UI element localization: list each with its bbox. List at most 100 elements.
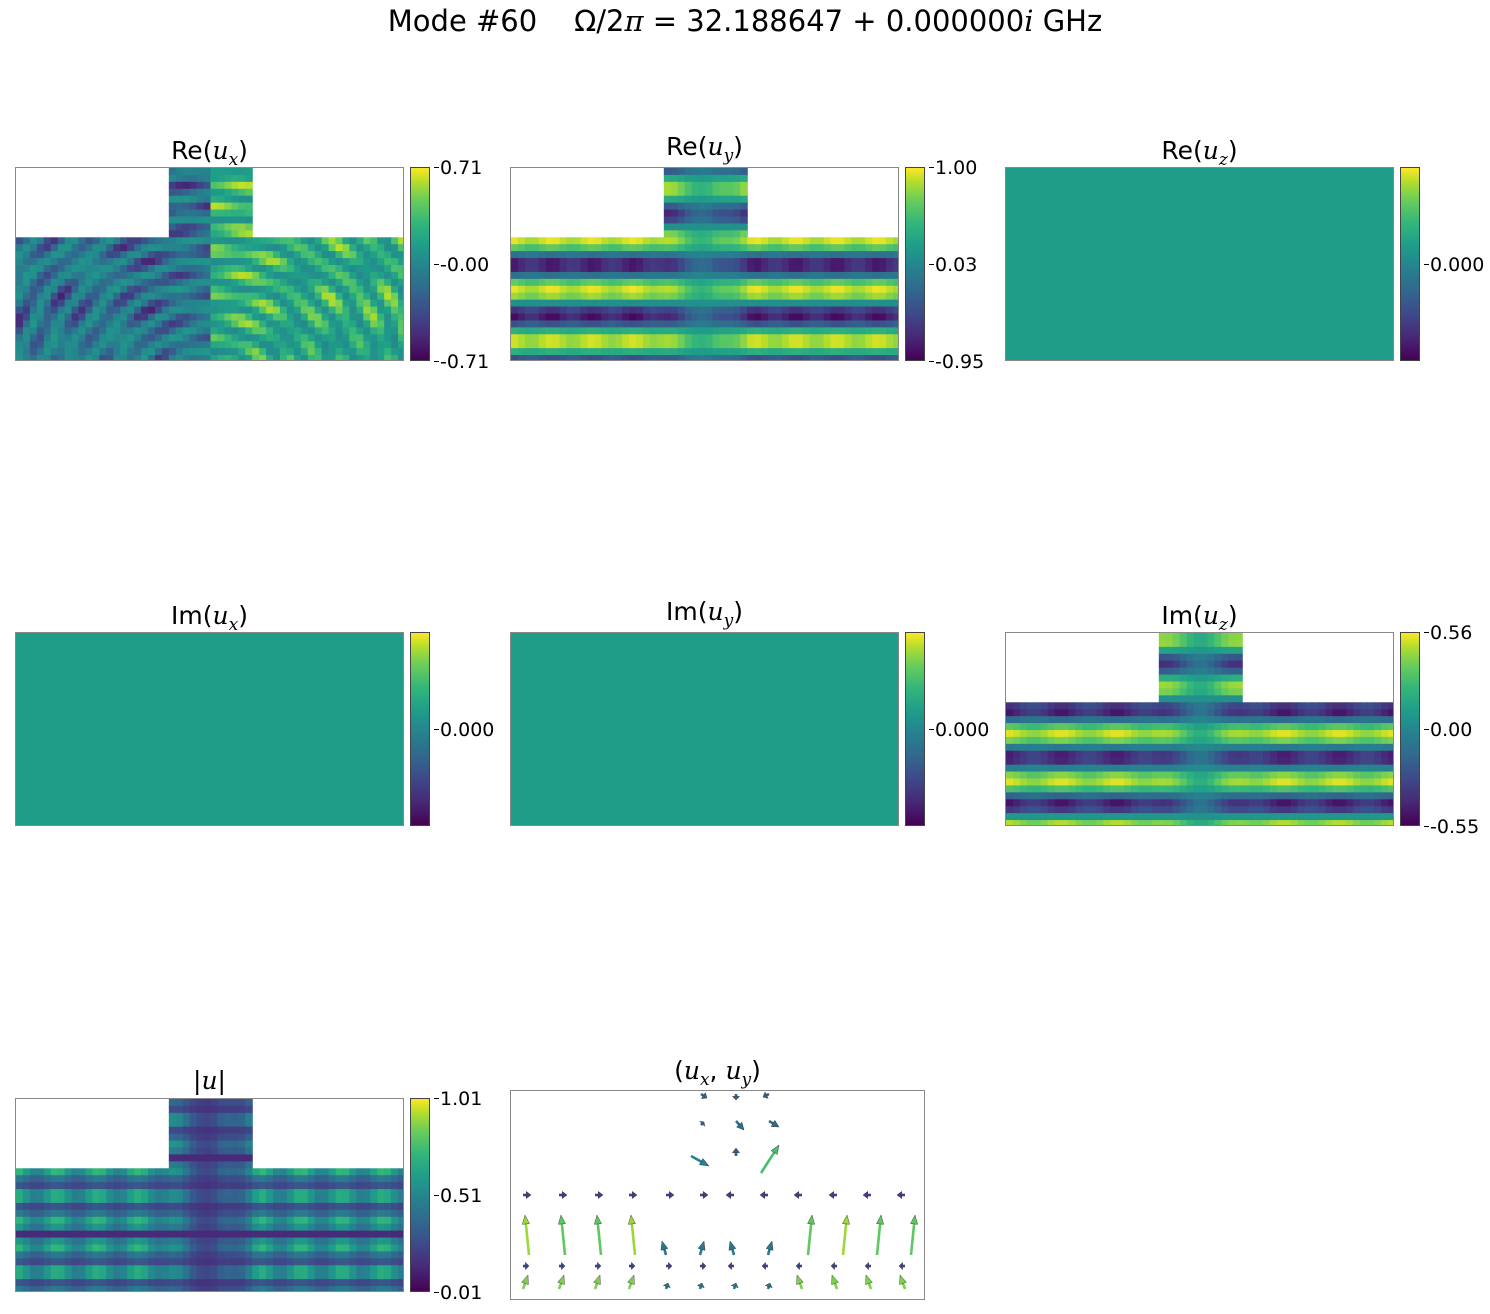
heatmap-cell <box>642 341 651 349</box>
heatmap-cell <box>120 723 128 731</box>
heatmap-cell <box>238 258 246 266</box>
heatmap-cell <box>663 265 672 273</box>
heatmap-cell <box>1360 181 1368 190</box>
heatmap-cell <box>1075 265 1084 273</box>
heatmap-cell <box>147 327 156 335</box>
heatmap-cell <box>712 251 720 259</box>
heatmap-cell <box>363 667 371 676</box>
heatmap-cell <box>1228 306 1236 315</box>
heatmap-cell <box>273 702 281 710</box>
heatmap-cell <box>768 265 776 273</box>
heatmap-cell <box>1235 188 1243 197</box>
heatmap-cell <box>279 278 288 287</box>
heatmap-cell <box>1158 188 1167 197</box>
heatmap-cell <box>1186 348 1195 356</box>
heatmap-cell <box>342 764 351 773</box>
heatmap-cell <box>127 646 135 655</box>
heatmap-cell <box>1332 334 1341 342</box>
heatmap-cell <box>266 244 274 252</box>
heatmap-cell <box>134 660 142 669</box>
heatmap-cell <box>1256 278 1264 287</box>
heatmap-cell <box>210 667 219 676</box>
heatmap-cell <box>293 258 302 266</box>
heatmap-cell <box>566 271 575 280</box>
heatmap-cell <box>273 674 281 683</box>
heatmap-cell <box>127 334 135 342</box>
heatmap-cell <box>788 278 797 287</box>
heatmap-cell <box>217 195 225 204</box>
heatmap-cell <box>349 674 357 683</box>
heatmap-cell <box>328 674 337 683</box>
heatmap-cell <box>300 695 309 703</box>
heatmap-cell <box>1103 258 1111 266</box>
heatmap-cell <box>335 757 344 766</box>
heatmap-cell <box>99 237 107 245</box>
heatmap-cell <box>29 688 38 696</box>
heatmap-cell <box>127 306 135 315</box>
heatmap-cell <box>1290 174 1299 183</box>
heatmap-cell <box>50 244 59 252</box>
heatmap-cell <box>342 271 351 280</box>
heatmap-cell <box>203 674 212 683</box>
heatmap-cell <box>161 660 170 669</box>
heatmap-cell <box>1151 299 1160 308</box>
freq-unit: GHz <box>1033 4 1103 38</box>
heatmap-cell <box>391 341 399 349</box>
heatmap-cell <box>1353 278 1361 287</box>
heatmap-cell <box>1186 209 1195 218</box>
heatmap-cell <box>1075 258 1084 266</box>
heatmap-cell <box>795 278 804 287</box>
heatmap-cell <box>608 313 616 322</box>
heatmap-cell <box>217 674 225 683</box>
heatmap-cell <box>705 313 714 322</box>
heatmap-cell <box>43 292 52 301</box>
heatmap-cell <box>1249 348 1257 356</box>
heatmap-cell <box>175 320 184 328</box>
heatmap-cell <box>175 639 184 648</box>
heatmap-cell <box>168 757 177 766</box>
heatmap-cell <box>712 188 720 197</box>
heatmap-cell <box>85 313 94 322</box>
heatmap-cell <box>252 251 260 259</box>
heatmap-cell <box>1165 285 1174 294</box>
heatmap-cell <box>64 265 73 273</box>
heatmap-cell <box>879 355 887 360</box>
heatmap-cell <box>106 695 114 703</box>
heatmap-cell <box>1235 341 1243 349</box>
heatmap-cell <box>314 757 323 766</box>
heatmap-cell <box>286 757 295 766</box>
heatmap-cell <box>677 244 686 252</box>
heatmap-cell <box>524 244 533 252</box>
heatmap-cell <box>377 730 385 738</box>
heatmap-cell <box>615 258 623 266</box>
heatmap-cell <box>370 285 378 294</box>
heatmap-cell <box>189 202 198 211</box>
heatmap-cell <box>1110 230 1118 238</box>
heatmap-cell <box>670 223 679 231</box>
heatmap-cell <box>781 355 790 360</box>
heatmap-cell <box>356 736 364 745</box>
heatmap-cell <box>656 271 665 280</box>
heatmap-cell <box>85 764 94 773</box>
heatmap-cell <box>691 271 700 280</box>
heatmap-cell <box>1047 313 1056 322</box>
heatmap-cell <box>36 237 45 245</box>
heatmap-cell <box>252 292 260 301</box>
heatmap-cell <box>1012 334 1021 342</box>
heatmap-cell <box>1374 216 1382 225</box>
heatmap-cell <box>106 348 114 356</box>
heatmap-cell <box>64 653 73 662</box>
heatmap-cell <box>1019 265 1028 273</box>
heatmap-cell <box>384 299 392 308</box>
heatmap-cell <box>1263 334 1271 342</box>
heatmap-cell <box>1061 188 1070 197</box>
heatmap-cell <box>1033 265 1042 273</box>
heatmap-cell <box>1019 292 1028 301</box>
heatmap-cell <box>1367 174 1375 183</box>
heatmap-cell <box>1040 306 1049 315</box>
heatmap-cell <box>886 265 894 273</box>
heatmap-cell <box>224 265 232 273</box>
heatmap-cell <box>1082 278 1090 287</box>
heatmap-cell <box>747 292 755 301</box>
heatmap-cell <box>377 660 385 669</box>
